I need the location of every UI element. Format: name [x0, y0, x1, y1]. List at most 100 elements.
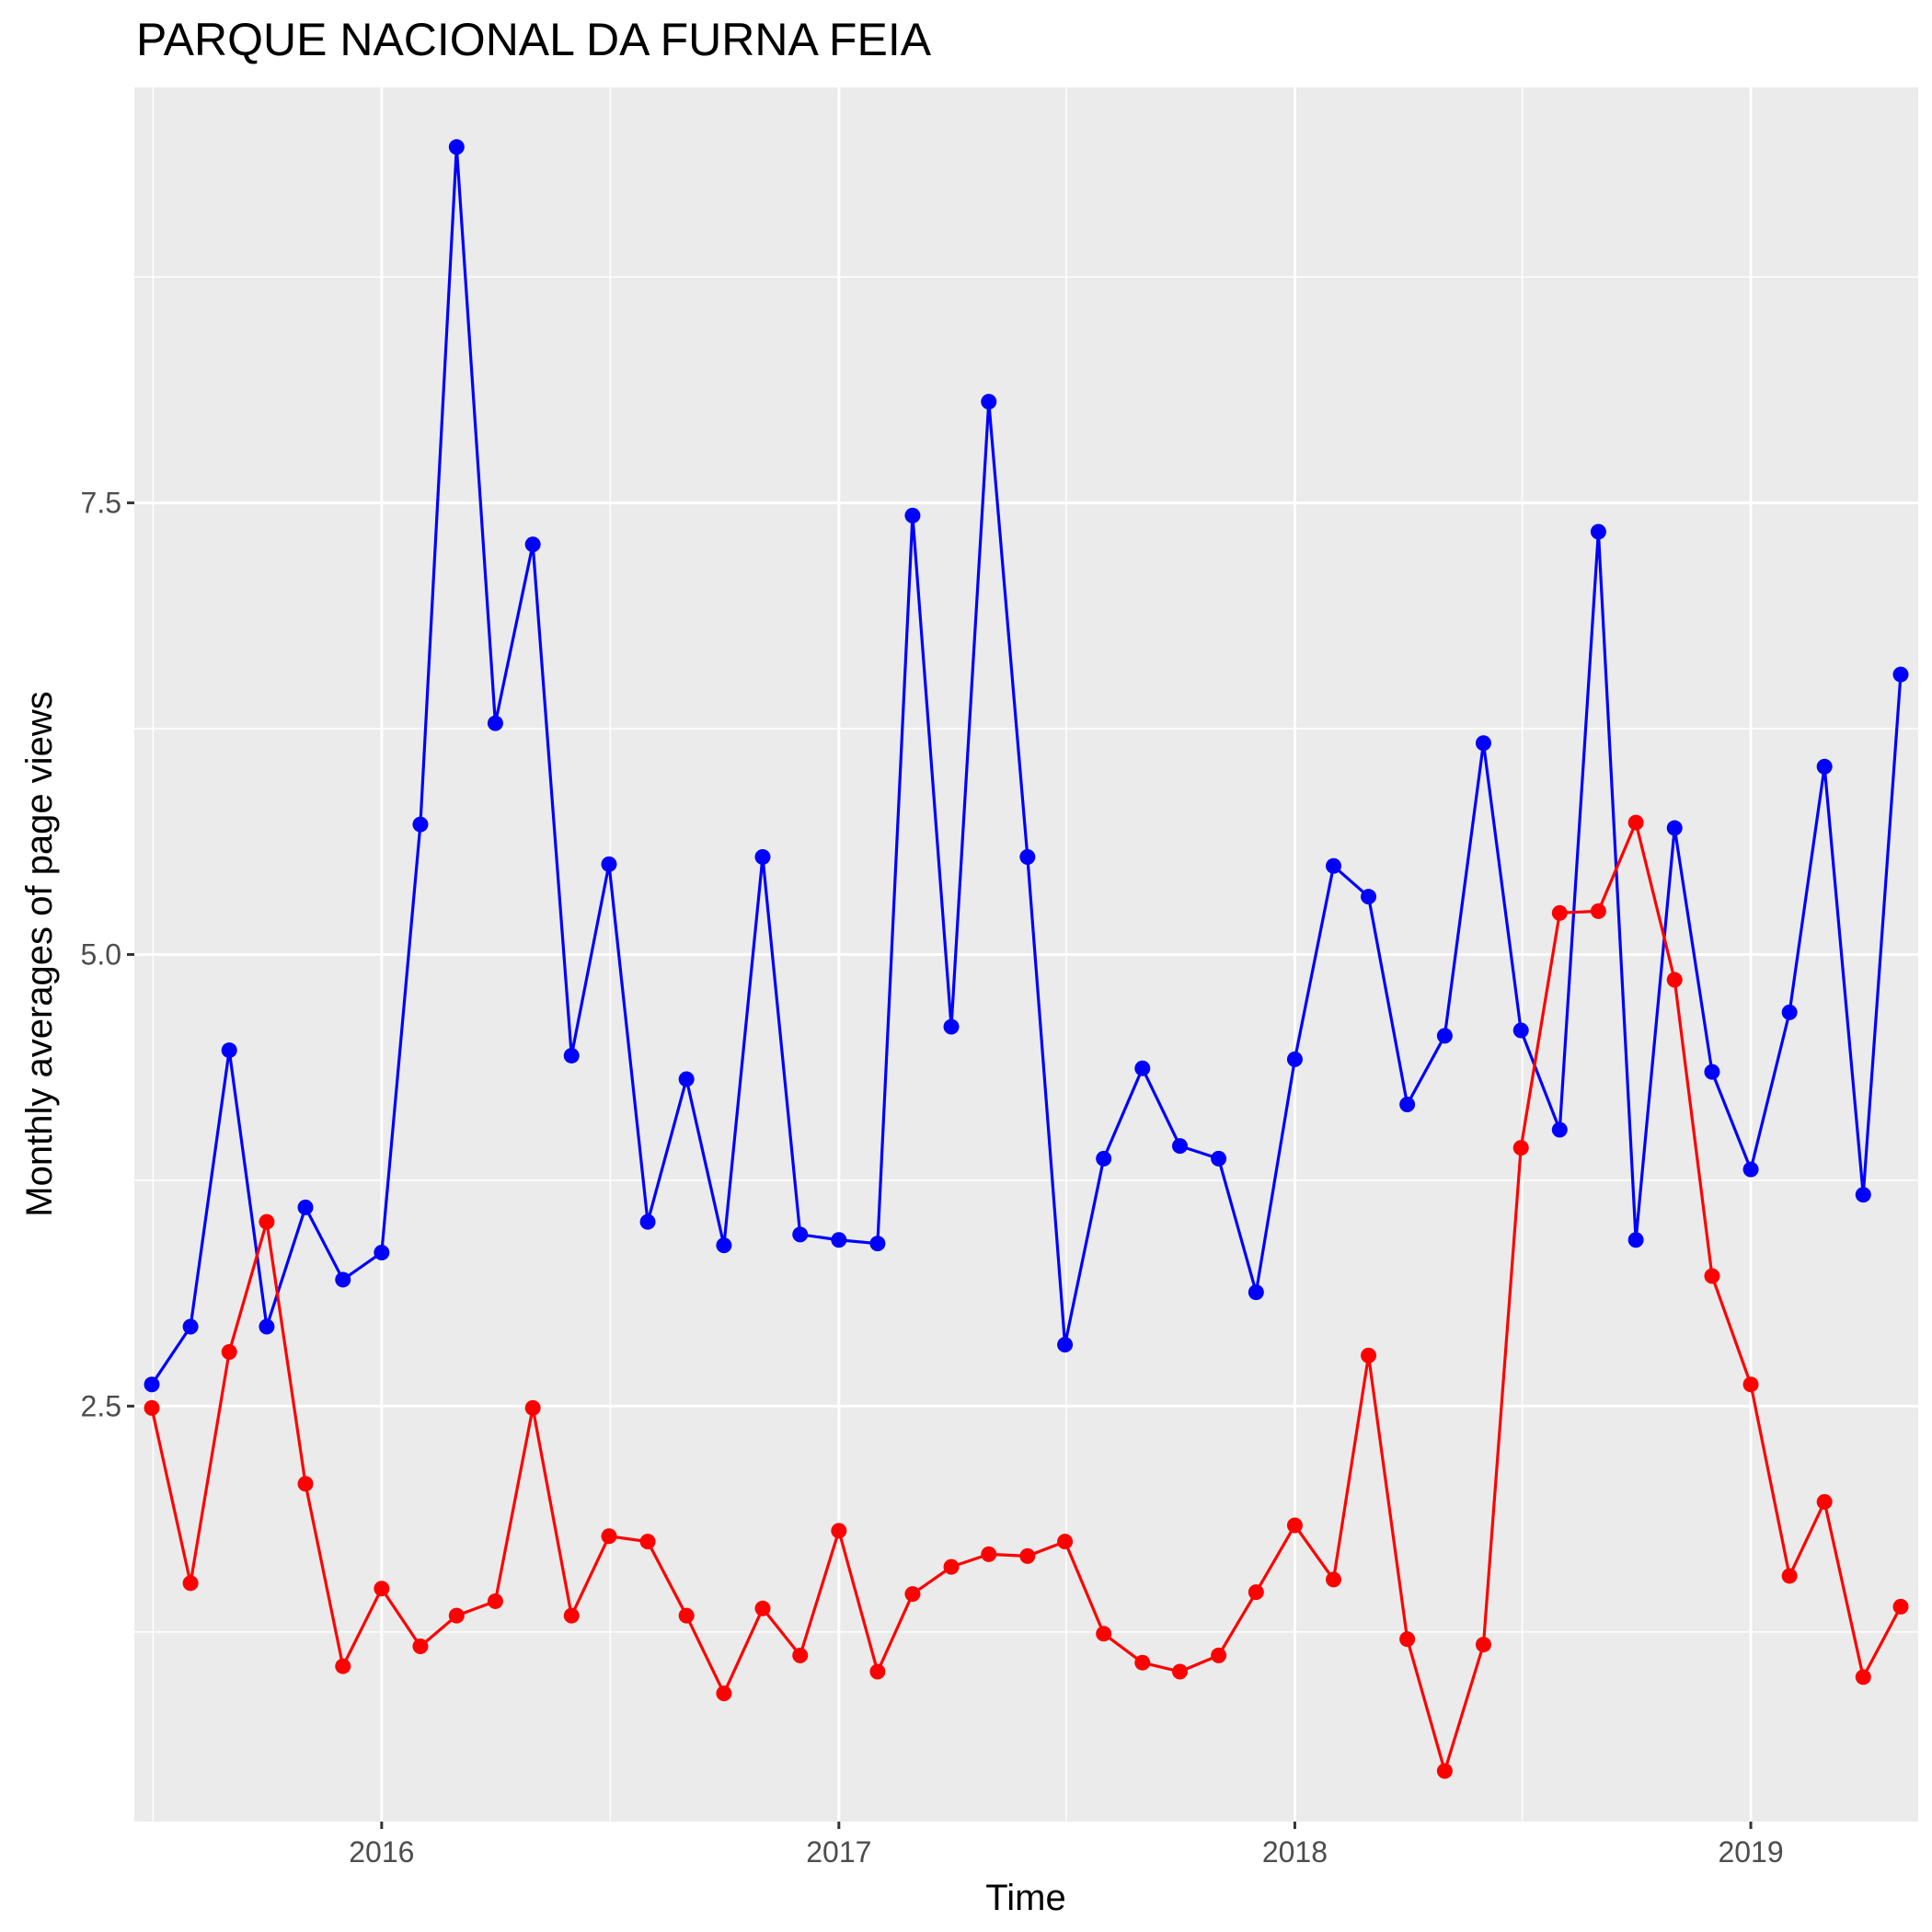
series-2-point — [1627, 814, 1644, 831]
series-2-point — [1551, 904, 1568, 921]
y-axis-title: Monthly averages of page views — [19, 691, 60, 1216]
x-tick-label: 2018 — [1262, 1835, 1328, 1869]
series-1-point — [1855, 1187, 1871, 1203]
series-1-point — [1134, 1060, 1151, 1076]
series-2-point — [1892, 1598, 1909, 1615]
series-2-point — [1326, 1571, 1342, 1588]
series-2-point — [374, 1581, 390, 1597]
series-1-point — [448, 139, 465, 155]
series-2-point — [487, 1593, 503, 1609]
y-tick-label: 7.5 — [81, 487, 121, 520]
series-2-point — [1057, 1534, 1074, 1550]
x-tick-label: 2017 — [806, 1835, 871, 1869]
x-axis-title: Time — [985, 1878, 1065, 1918]
series-1-point — [1627, 1232, 1644, 1248]
series-1-point — [981, 394, 997, 410]
series-1-point — [259, 1318, 275, 1335]
series-2-point — [792, 1647, 809, 1663]
series-2-point — [1590, 903, 1606, 919]
series-2-point — [1475, 1637, 1491, 1653]
series-2-point — [1096, 1626, 1112, 1642]
series-1-point — [1742, 1161, 1759, 1178]
series-1-point — [144, 1376, 160, 1393]
series-1-point — [335, 1271, 351, 1288]
series-1-point — [678, 1071, 695, 1087]
series-1-point — [297, 1199, 314, 1215]
series-2-point — [1855, 1669, 1871, 1685]
series-1-point — [831, 1232, 847, 1248]
series-2-point — [1019, 1547, 1036, 1564]
series-1-point — [1666, 820, 1683, 836]
series-1-point — [716, 1237, 732, 1254]
series-1-point — [1475, 735, 1491, 752]
series-1-point — [1211, 1150, 1227, 1167]
series-2-point — [904, 1586, 921, 1603]
series-2-point — [1781, 1568, 1798, 1584]
series-1-point — [1399, 1096, 1416, 1112]
series-2-point — [259, 1213, 275, 1230]
series-1-point — [182, 1318, 199, 1335]
series-1-point — [639, 1213, 656, 1230]
series-2-point — [1211, 1647, 1227, 1663]
series-2-point — [182, 1575, 199, 1592]
series-1-point — [1057, 1337, 1074, 1353]
series-2-point — [144, 1399, 160, 1416]
series-layer — [144, 139, 1909, 1779]
series-1-point — [412, 816, 429, 833]
series-1-point — [1286, 1051, 1303, 1067]
series-1-point — [221, 1042, 237, 1059]
series-1-point — [1892, 666, 1909, 683]
series-1-point — [1436, 1028, 1453, 1044]
axis-ticks — [127, 501, 1753, 1829]
series-2-point — [601, 1528, 617, 1545]
series-2-point — [716, 1685, 732, 1702]
series-1-point — [1172, 1138, 1189, 1155]
series-1-point — [1704, 1064, 1720, 1080]
series-2-point — [1286, 1517, 1303, 1534]
series-1-point — [1551, 1121, 1568, 1138]
y-tick-label: 2.5 — [81, 1389, 121, 1422]
series-1-point — [904, 507, 921, 523]
series-2-point — [524, 1399, 541, 1416]
chart-title: PARQUE NACIONAL DA FURNA FEIA — [136, 14, 932, 65]
series-2-point — [943, 1558, 960, 1575]
tick-labels: 2.5 5.0 7.5 2016 2017 2018 2019 — [81, 487, 1784, 1869]
series-2-point — [1361, 1347, 1377, 1363]
series-2-point — [1816, 1493, 1833, 1510]
series-1-point — [563, 1047, 580, 1064]
series-2-point — [1134, 1654, 1151, 1671]
series-1-point — [1361, 889, 1377, 905]
series-2-point — [563, 1607, 580, 1624]
series-1-point — [374, 1244, 390, 1260]
series-2-point — [448, 1607, 465, 1624]
series-2-point — [754, 1600, 771, 1616]
series-1-point — [943, 1018, 960, 1035]
series-1-point — [869, 1236, 886, 1252]
series-2-point — [297, 1476, 314, 1492]
series-2-point — [639, 1534, 656, 1550]
series-1-point — [1590, 523, 1606, 540]
series-2-point — [221, 1343, 237, 1360]
y-tick-label: 5.0 — [81, 938, 121, 972]
series-2-point — [869, 1663, 886, 1680]
series-2-point — [981, 1546, 997, 1562]
series-2-point — [412, 1639, 429, 1655]
series-1-point — [1326, 857, 1342, 874]
series-2-point — [335, 1658, 351, 1674]
series-1-point — [1019, 848, 1036, 865]
series-2-point — [1512, 1140, 1529, 1156]
series-2-point — [1172, 1663, 1189, 1680]
series-2-point — [1399, 1631, 1416, 1648]
series-1-point — [1248, 1284, 1264, 1301]
series-1-point — [1781, 1004, 1798, 1020]
series-2-point — [1436, 1763, 1453, 1779]
series-1-point — [1512, 1022, 1529, 1039]
series-1-point — [754, 848, 771, 865]
series-1-point — [601, 856, 617, 872]
series-2-point — [1742, 1376, 1759, 1393]
series-1-point — [1096, 1150, 1112, 1167]
series-1-point — [524, 536, 541, 553]
series-1-point — [792, 1226, 809, 1243]
x-tick-label: 2019 — [1718, 1835, 1783, 1869]
